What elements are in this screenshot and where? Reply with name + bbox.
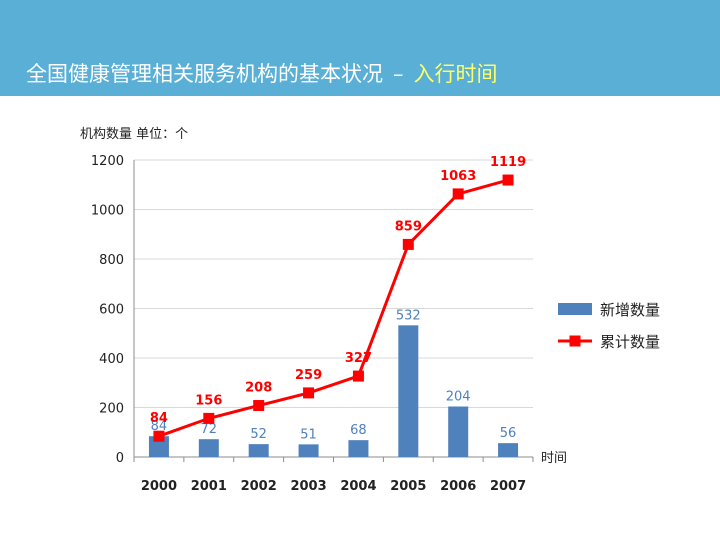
x-tick-label: 2001	[191, 479, 227, 494]
x-tick-label: 2004	[340, 479, 376, 494]
line-data-label: 259	[295, 368, 322, 383]
x-tick-label: 2003	[290, 479, 326, 494]
title-accent: 入行时间	[413, 62, 498, 86]
bar-data-label: 56	[500, 426, 517, 441]
line-data-label: 859	[395, 219, 422, 234]
line-data-label: 84	[150, 411, 168, 426]
line-data-label: 156	[195, 393, 222, 408]
bar	[248, 444, 269, 457]
bar-data-label: 204	[446, 390, 471, 405]
x-tick-labels: 2000 2001 2002 2003 2004 2005 2006 2007	[133, 457, 534, 494]
x-tick-label: 2007	[490, 479, 526, 494]
bar-data-label: 52	[250, 427, 267, 442]
x-tick-label: 2006	[440, 479, 476, 494]
legend-swatch-bar	[558, 303, 592, 315]
bar	[448, 406, 469, 457]
title-main: 全国健康管理相关服务机构的基本状况	[26, 62, 383, 86]
bar	[198, 439, 219, 457]
y-tick-label: 800	[99, 253, 124, 268]
bar-data-label: 51	[300, 427, 317, 442]
x-tick-label: 2002	[241, 479, 277, 494]
gridlines	[133, 159, 533, 458]
line-data-label: 1063	[440, 169, 476, 184]
line-marker	[303, 387, 315, 399]
bar	[348, 440, 369, 457]
bar-data-label: 84	[151, 419, 168, 434]
y-tick-label: 200	[99, 402, 124, 417]
y-tick-labels: 0 200 400 600 800 1000 1200	[91, 154, 124, 466]
title-separator: –	[393, 62, 404, 86]
line-data-label: 327	[345, 351, 372, 366]
y-tick-label: 600	[99, 303, 124, 318]
legend-swatch-marker	[569, 335, 581, 347]
y-axis-title: 机构数量 单位：个	[80, 127, 188, 142]
legend-label: 累计数量	[600, 333, 660, 351]
bar-data-label: 532	[396, 308, 421, 323]
legend-label: 新增数量	[600, 301, 660, 319]
y-tick-label: 400	[99, 352, 124, 367]
bar-data-label: 68	[350, 423, 367, 438]
bar	[298, 444, 319, 457]
line-marker	[352, 370, 364, 382]
x-tick-label: 2005	[390, 479, 426, 494]
line-marker	[452, 188, 464, 200]
line-series: 84 156 208 259 327 859 1063 1119	[150, 155, 526, 442]
line-data-label: 208	[245, 381, 272, 396]
line-marker	[502, 174, 514, 186]
line-marker	[153, 430, 165, 442]
y-tick-label: 1000	[91, 204, 124, 219]
x-tick-label: 2000	[141, 479, 177, 494]
line-marker	[203, 412, 215, 424]
bar-series: 84 72 52 51 68 532 204 56	[148, 308, 519, 457]
y-tick-label: 0	[116, 451, 124, 466]
bar-data-label: 72	[201, 422, 218, 437]
header-band	[0, 0, 720, 96]
bar	[498, 443, 519, 457]
x-axis-title: 时间	[541, 451, 567, 466]
line-marker	[402, 238, 414, 250]
line-path	[158, 178, 509, 438]
bar	[398, 325, 419, 457]
y-tick-label: 1200	[91, 154, 124, 169]
line-data-label: 1119	[490, 155, 526, 170]
page-title: 全国健康管理相关服务机构的基本状况 – 入行时间	[26, 58, 498, 88]
line-marker	[253, 400, 265, 412]
